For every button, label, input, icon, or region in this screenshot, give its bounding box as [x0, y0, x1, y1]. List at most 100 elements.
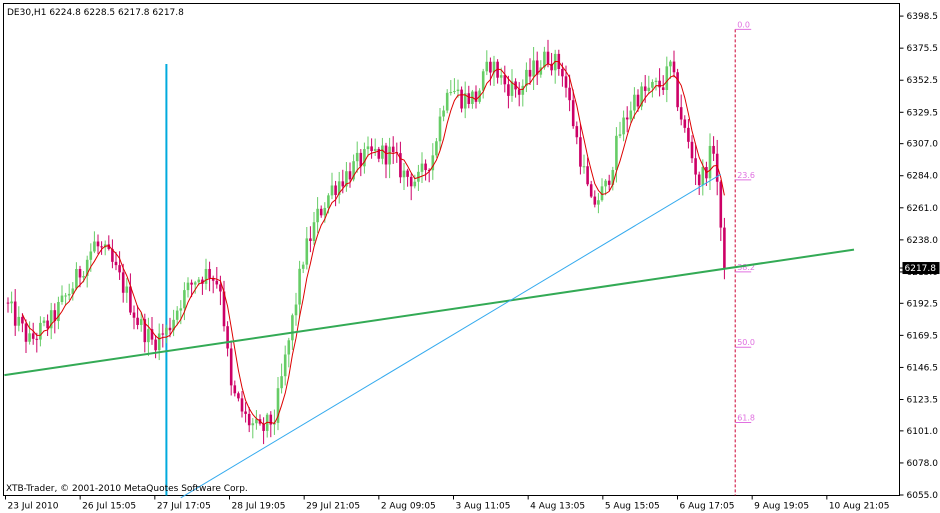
candle-body [456, 89, 460, 92]
trendline-blue[interactable] [180, 173, 722, 499]
candle-body [406, 170, 409, 177]
candle-body [319, 208, 323, 216]
candle-body [204, 268, 208, 284]
time-tick-label: 5 Aug 15:05 [605, 502, 660, 512]
candle-body [384, 145, 388, 165]
candle-body [672, 61, 676, 73]
trendlines[interactable] [4, 173, 855, 499]
candle-body [305, 238, 309, 265]
candle-body [697, 174, 701, 186]
candle-body [435, 141, 438, 156]
candle-body [481, 71, 485, 91]
candle-body [643, 86, 647, 91]
candle-body [294, 304, 298, 316]
candle-body [247, 413, 251, 426]
candle-body [658, 80, 661, 88]
candle-body [348, 171, 352, 180]
candle-body [363, 149, 366, 167]
candle-body [219, 284, 222, 292]
moving-average [21, 60, 725, 426]
candle-body [507, 84, 510, 96]
candle-body [532, 60, 535, 77]
candle-body [676, 72, 679, 108]
price-tick-label: 6169.5 [907, 331, 939, 341]
candle-body [49, 310, 53, 329]
price-axis: 6398.5 6375.5 6352.5 6329.5 6307.0 6284.0 6261… [899, 12, 939, 501]
candle-body [136, 317, 139, 325]
candle-body [39, 322, 42, 340]
candle-body [579, 137, 582, 167]
candle-body [121, 272, 125, 293]
time-tick-label: 27 Jul 17:05 [157, 502, 211, 512]
candle-body [427, 170, 431, 172]
candle-body [186, 282, 190, 291]
candle-body [687, 127, 690, 142]
candle-body [301, 264, 305, 269]
candle-body [665, 66, 669, 90]
candle-body [226, 326, 229, 349]
price-tick-label: 6261.0 [907, 204, 939, 214]
copyright-text: XTB-Trader, © 2001-2010 MetaQuotes Softw… [6, 484, 248, 494]
price-tick-label: 6123.5 [907, 395, 939, 405]
trendline-green[interactable] [4, 248, 855, 377]
candle-body [89, 251, 93, 260]
candle-body [172, 319, 175, 331]
candle-body [409, 176, 413, 187]
candle-body [197, 279, 201, 283]
candle-body [330, 185, 334, 196]
candle-body [111, 248, 114, 262]
candle-body [35, 338, 39, 340]
candle-body [517, 89, 521, 95]
candle-body [543, 51, 546, 68]
candle-body [168, 327, 172, 331]
candle-body [208, 268, 211, 279]
price-tick-label: 6307.0 [907, 140, 939, 150]
candle-body [503, 75, 507, 85]
candle-body [179, 308, 183, 311]
price-tick-label: 6284.0 [907, 172, 939, 182]
time-tick-label: 28 Jul 19:05 [232, 502, 286, 512]
candle-body [463, 93, 467, 109]
candle-body [391, 146, 395, 153]
candle-body [129, 286, 132, 313]
candle-body [255, 419, 258, 424]
candle-body [337, 181, 341, 196]
fibonacci-levels[interactable]: 0.0 23.6 38.2 50.0 61.8 [734, 20, 755, 496]
current-price-tag: 6217.8 [899, 262, 940, 275]
candle-body [474, 91, 478, 102]
candle-body [13, 301, 17, 326]
candle-body [78, 268, 82, 278]
price-tick-label: 6192.5 [907, 299, 939, 309]
candle-body [719, 181, 723, 228]
candle-body [525, 69, 528, 86]
candle-body [244, 411, 247, 414]
candle-body [550, 63, 553, 71]
price-tick-label: 6329.5 [907, 108, 939, 118]
time-tick-label: 29 Jul 21:05 [306, 502, 360, 512]
candle-body [42, 320, 46, 323]
candle-body [215, 280, 219, 285]
candle-body [323, 207, 327, 216]
candle-body [535, 60, 539, 75]
price-tick-label: 6375.5 [907, 44, 939, 54]
candle-body [53, 310, 57, 322]
candle-body [715, 153, 719, 182]
candle-body [496, 61, 499, 78]
candle-body [190, 282, 193, 285]
candle-body [24, 323, 28, 342]
candle-body [561, 68, 564, 77]
candle-body [309, 238, 312, 242]
time-axis: 23 Jul 2010 26 Jul 15:05 27 Jul 17:05 28 Ju… [5, 495, 890, 512]
candle-body [629, 110, 633, 120]
candle-body [107, 244, 111, 249]
candle-body [647, 87, 651, 91]
candle-body [298, 268, 301, 305]
chart-header: DE30,H1 6224.8 6228.5 6217.8 6217.8 [7, 8, 184, 18]
candles [6, 39, 726, 445]
candle-body [6, 302, 10, 304]
candle-body [370, 146, 373, 152]
candle-body [352, 161, 355, 180]
candle-body [373, 148, 377, 152]
candle-body [611, 169, 615, 185]
candle-body [438, 116, 442, 142]
